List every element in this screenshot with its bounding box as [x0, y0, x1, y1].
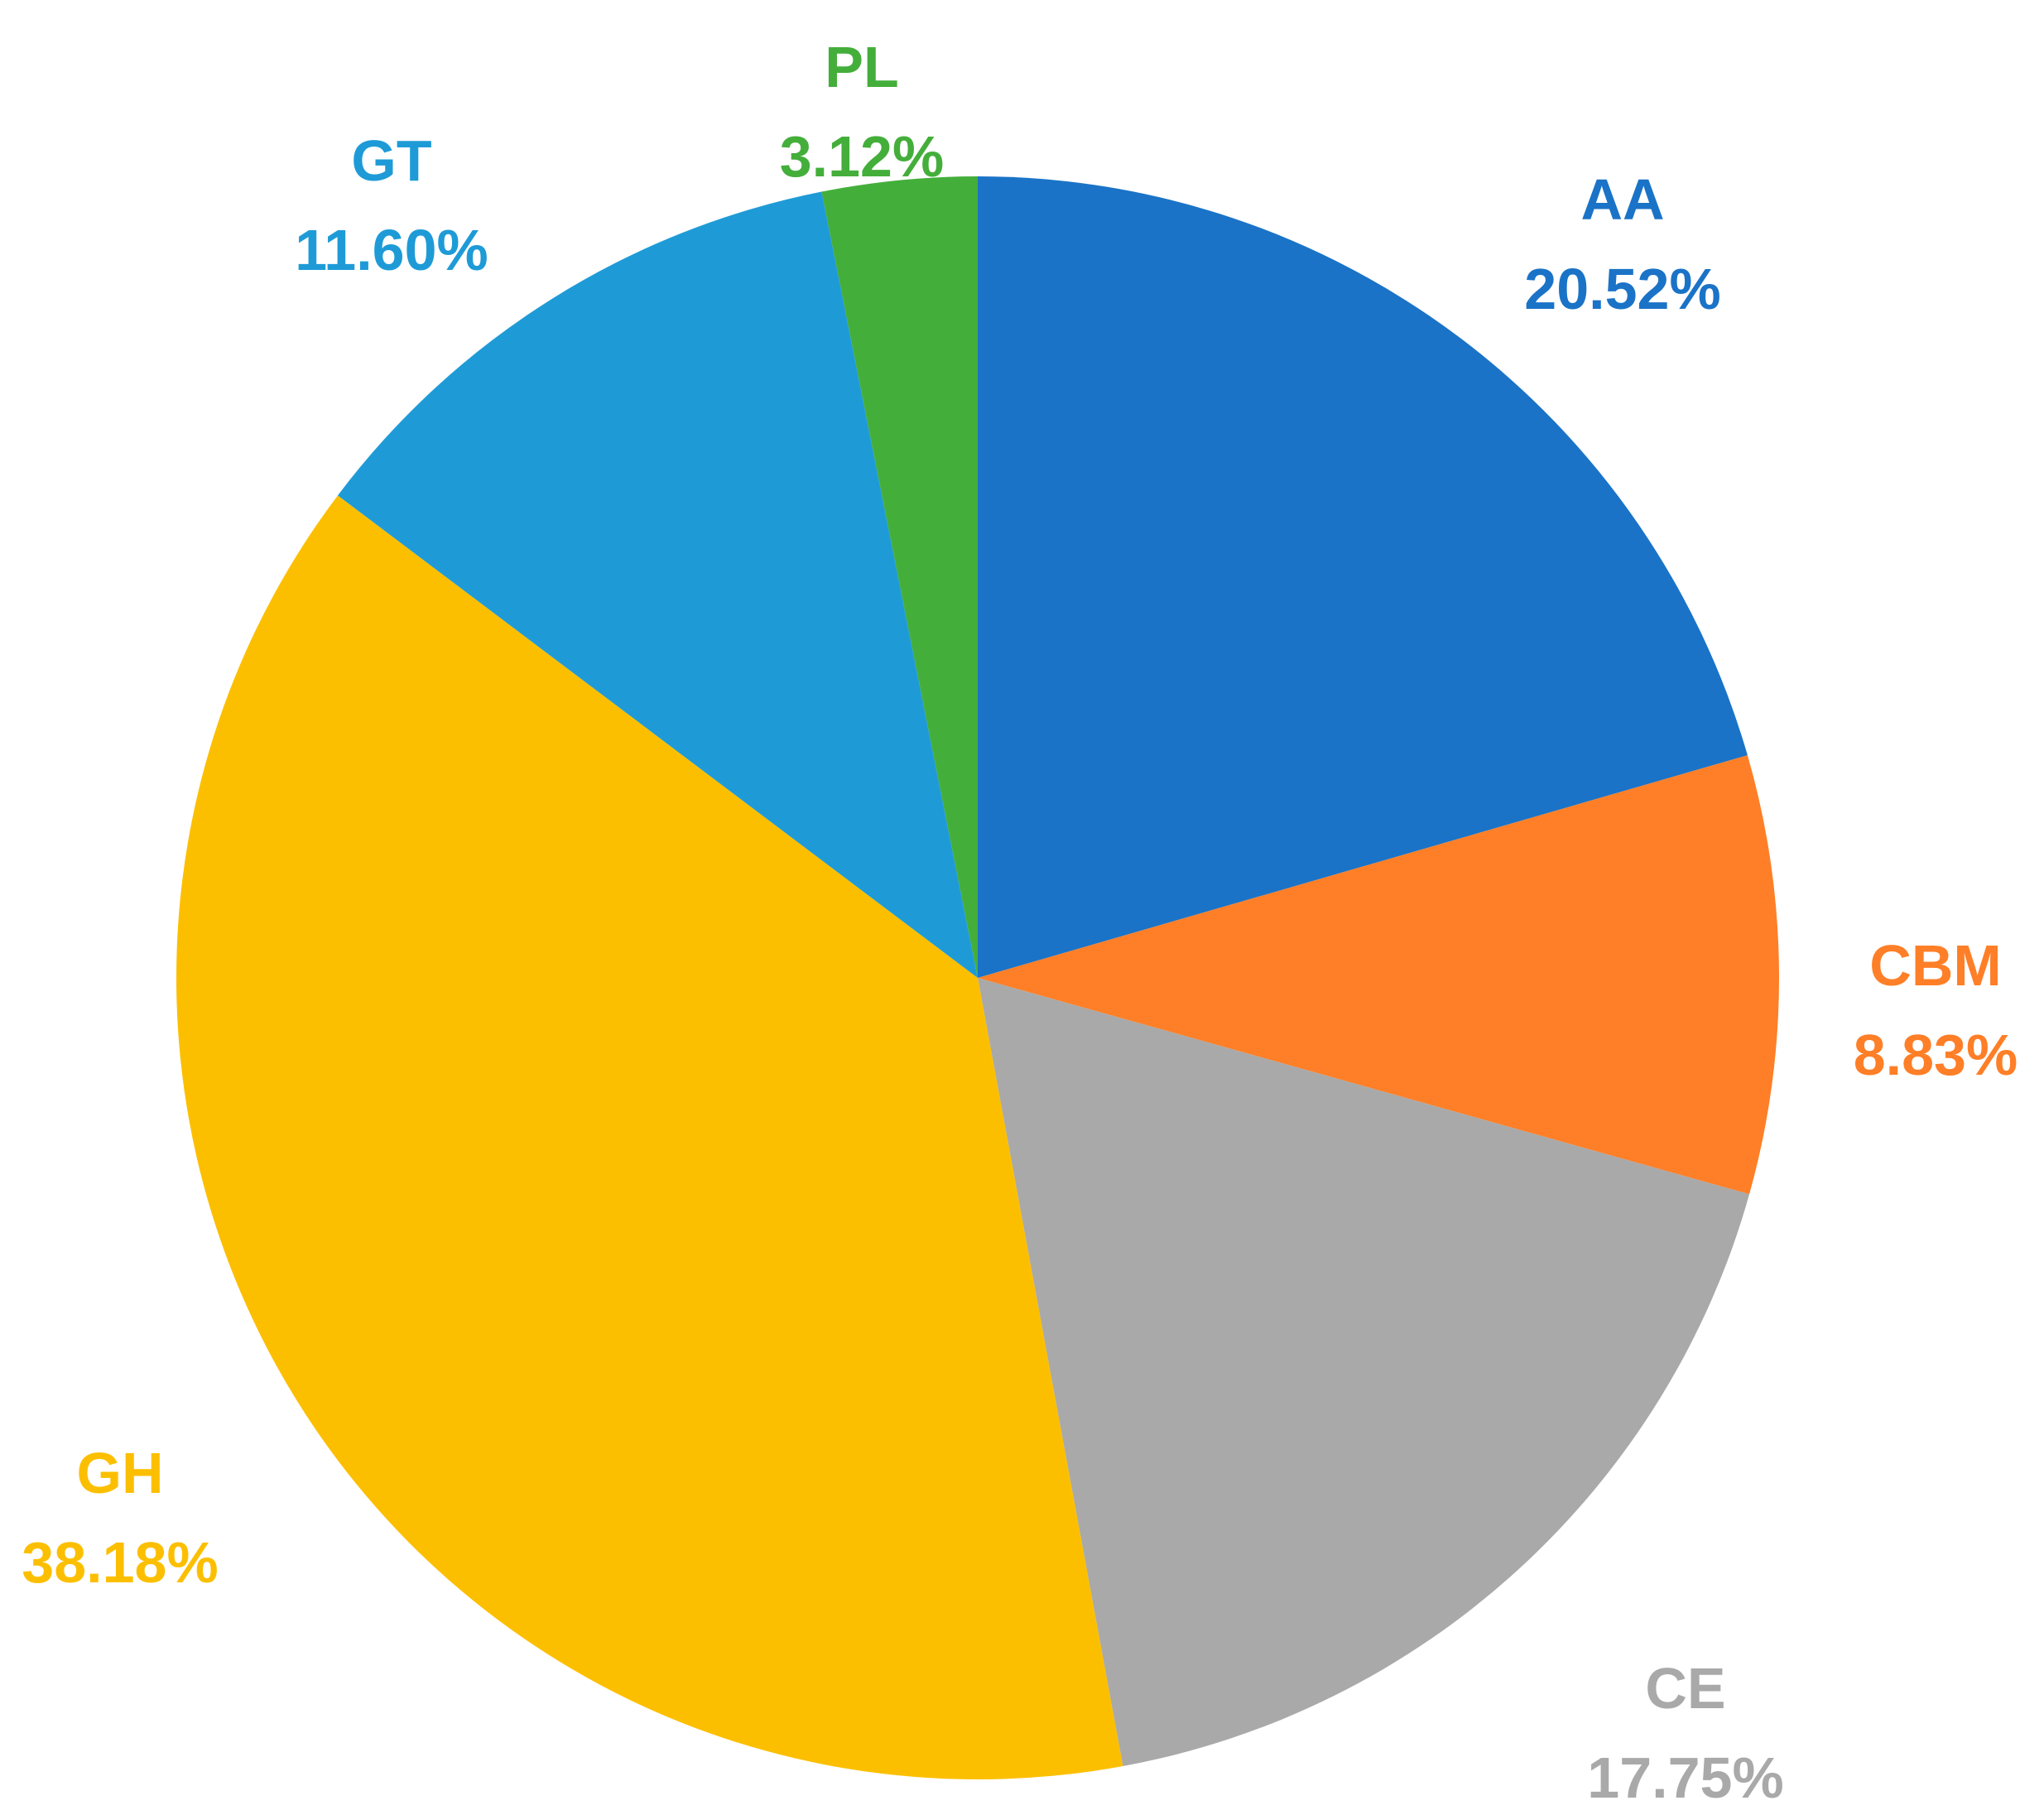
pie-slice-pl: [821, 176, 978, 978]
slice-label-pl: PL: [825, 35, 898, 99]
labels-layer: AA 20.52% CBM 8.83% CE 17.75% GH 38.18% GT 11.60%…: [22, 35, 2018, 1810]
slice-value-pl: 3.12%: [780, 124, 944, 189]
pie-slice-cbm: [978, 755, 1779, 1195]
slice-value-gt: 11.60%: [295, 218, 488, 282]
slices-layer: [176, 176, 1779, 1779]
pie-slice-ce: [978, 978, 1750, 1766]
pie-slice-aa: [978, 176, 1748, 978]
pie-slice-gt: [338, 191, 978, 979]
slice-value-aa: 20.52%: [1524, 257, 1720, 321]
slice-label-cbm: CBM: [1869, 933, 2001, 998]
slice-label-aa: AA: [1580, 167, 1664, 232]
slice-value-gh: 38.18%: [22, 1530, 218, 1595]
slice-label-gt: GT: [351, 128, 431, 193]
slice-value-cbm: 8.83%: [1854, 1023, 2018, 1087]
slice-label-ce: CE: [1645, 1656, 1725, 1721]
pie-slice-gh: [176, 495, 1123, 1779]
slice-label-gh: GH: [77, 1441, 164, 1505]
slice-value-ce: 17.75%: [1587, 1745, 1783, 1810]
